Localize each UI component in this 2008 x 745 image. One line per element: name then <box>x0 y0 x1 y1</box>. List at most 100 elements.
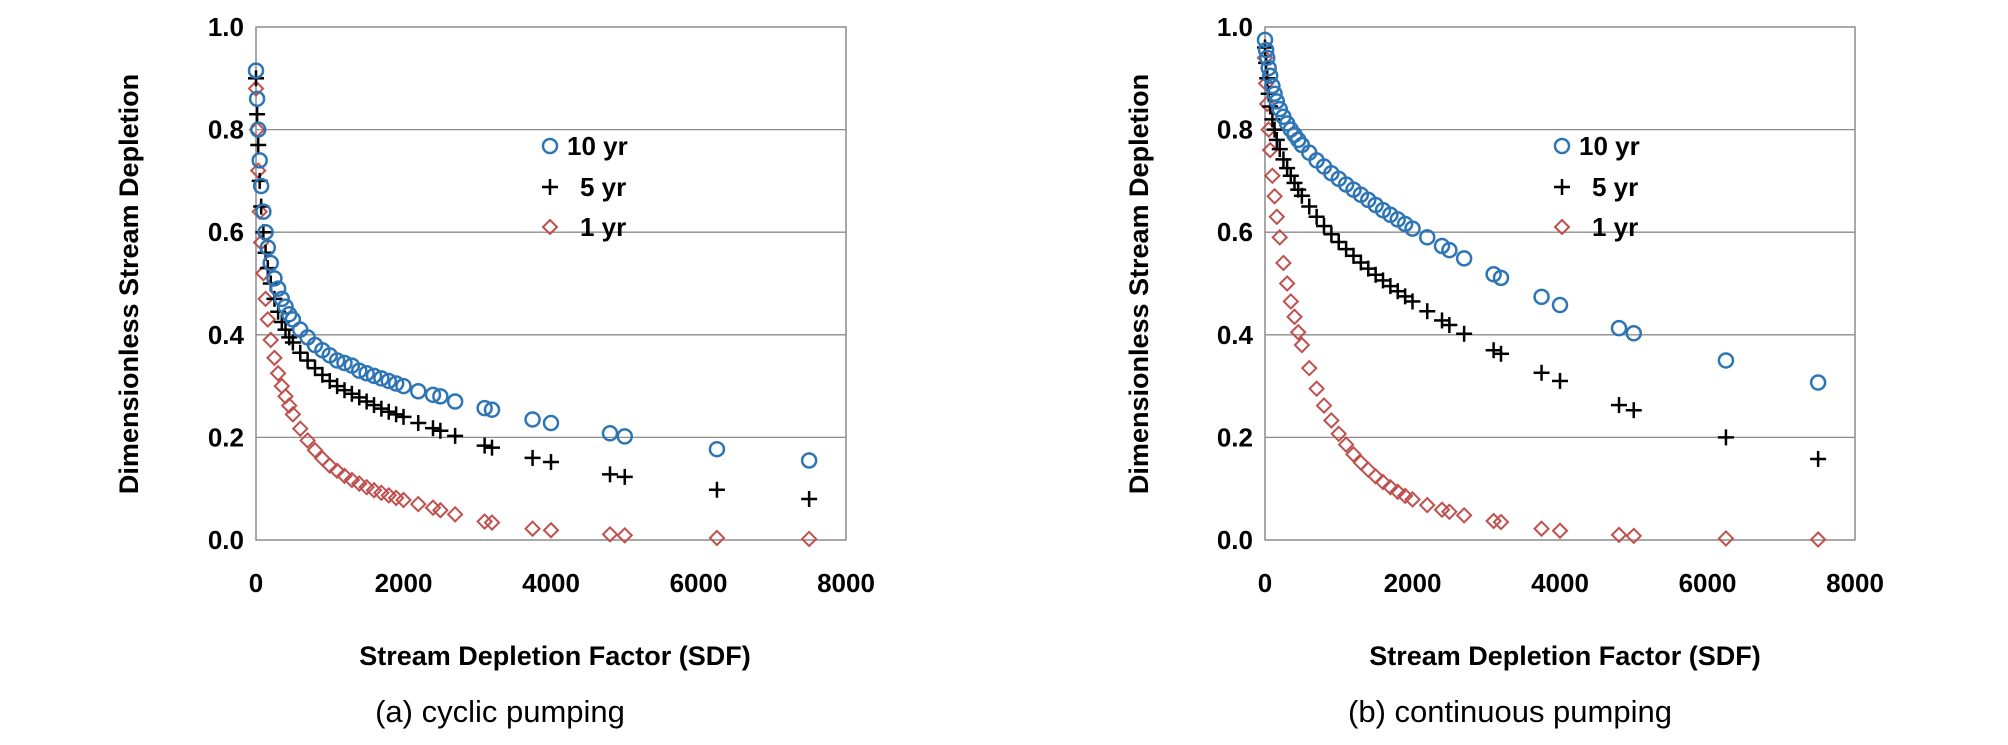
panel-a-point-5yr <box>250 136 267 153</box>
panel-a-point-5yr <box>299 352 316 369</box>
panel-a-point-1yr <box>343 471 361 489</box>
panel-b-point-1yr <box>1258 95 1276 113</box>
panel-a-point-1yr <box>542 521 560 539</box>
panel-b-y-tick-labels: 0.0 0.2 0.4 0.6 0.8 1.0 <box>1217 12 1254 555</box>
panel-b-point-5yr <box>1611 397 1627 414</box>
panel-b-gridlines <box>1265 128 1855 439</box>
panel-b-x-tick-label: 2000 <box>1384 568 1442 598</box>
panel-b-point-1yr <box>1381 478 1399 496</box>
panel-a-x-tick-label: 2000 <box>375 568 433 598</box>
panel-a-point-10yr <box>328 352 346 369</box>
panel-a-point-10yr <box>273 290 291 308</box>
panel-a-point-10yr <box>336 354 353 372</box>
panel-b-point-5yr <box>1308 208 1325 225</box>
panel-a-caption: (a) cyclic pumping <box>375 694 625 729</box>
panel-a-point-10yr <box>266 270 283 287</box>
panel-b-point-1yr <box>1367 467 1385 485</box>
panel-b-point-1yr <box>1289 323 1307 341</box>
panel-a-point-1yr <box>247 80 265 97</box>
panel-a-y-axis-title: Dimensionless Stream Depletion <box>114 74 144 494</box>
panel-b-point-1yr <box>1374 473 1392 491</box>
panel-b-point-1yr <box>1308 380 1326 398</box>
panel-b-point-10yr <box>1533 288 1550 306</box>
panel-b-point-1yr <box>1271 228 1289 246</box>
panel-b-caption: (b) continuous pumping <box>1348 694 1672 729</box>
panel-a-point-5yr <box>395 408 412 425</box>
panel-b-plot-area <box>1264 26 1856 541</box>
panel-a-point-1yr <box>321 457 339 475</box>
panel-b-point-10yr <box>1610 319 1628 337</box>
panel-a-point-10yr <box>269 280 287 297</box>
panel-a-point-1yr <box>524 520 541 538</box>
panel-a-point-1yr <box>409 495 427 513</box>
panel-b-point-10yr <box>1261 67 1279 84</box>
panel-b-point-1yr <box>1533 520 1550 538</box>
panel-a-x-tick-label: 8000 <box>817 568 875 598</box>
panel-a-legend-marker-5yr <box>542 179 558 195</box>
panel-b-y-tick-label: 0.2 <box>1217 422 1253 452</box>
panel-b-point-1yr <box>1418 496 1436 514</box>
panel-b-legend-label-1yr: 1 yr <box>1592 212 1638 242</box>
panel-b-point-1yr <box>1551 522 1569 540</box>
panel-b-point-5yr <box>1345 247 1362 264</box>
panel-b-point-5yr <box>1286 174 1303 191</box>
panel-b-point-10yr <box>1625 325 1642 342</box>
panel-a-point-10yr <box>410 382 427 400</box>
panel-b-point-5yr <box>1268 131 1285 148</box>
panel-b-point-5yr <box>1485 342 1502 359</box>
panel-b-point-5yr <box>1316 218 1332 235</box>
panel-a-point-5yr <box>380 403 397 420</box>
panel-b-data-points <box>1256 31 1827 548</box>
panel-a-point-1yr <box>269 364 287 382</box>
panel-a-y-tick-label: 0.0 <box>208 525 244 555</box>
panel-a-point-1yr <box>350 475 368 492</box>
panel-a-point-1yr <box>284 405 302 423</box>
panel-a-x-tick-labels: 0 2000 4000 6000 8000 <box>249 568 875 598</box>
panel-a-point-1yr <box>328 462 346 480</box>
panel-b-legend: 10 yr 5 yr 1 yr <box>1553 131 1640 242</box>
panel-a-y-tick-labels: 0.0 0.2 0.4 0.6 0.8 1.0 <box>208 12 245 555</box>
panel-b-point-10yr <box>1419 229 1436 246</box>
panel-b-y-tick-label: 0.4 <box>1217 320 1254 350</box>
panel-a-point-10yr <box>277 298 294 315</box>
panel-b-point-5yr <box>1533 364 1550 381</box>
panel-b-point-5yr <box>1271 141 1288 158</box>
panel-b-x-tick-label: 4000 <box>1531 568 1589 598</box>
panel-b-y-tick-label: 0.0 <box>1217 525 1253 555</box>
panel-b-point-5yr <box>1293 187 1310 204</box>
panel-a-point-1yr <box>708 529 726 547</box>
panel-a-point-5yr <box>524 449 541 466</box>
panel-a-point-5yr <box>708 481 725 498</box>
panel-a-point-1yr <box>601 525 619 543</box>
panel-b-point-10yr <box>1809 374 1827 391</box>
panel-b-point-5yr <box>1404 293 1421 310</box>
panel-b-point-10yr <box>1256 31 1274 49</box>
panel-b-point-1yr <box>1330 425 1348 443</box>
panel-b-point-1yr <box>1263 167 1281 185</box>
panel-b-point-1yr <box>1322 412 1340 429</box>
panel-a-legend-marker-1yr <box>541 218 559 236</box>
panel-a-point-1yr <box>280 397 298 415</box>
panel-a-x-tick-label: 6000 <box>670 568 728 598</box>
panel-a-point-10yr <box>800 452 818 469</box>
panel-a-point-5yr <box>307 360 323 377</box>
panel-b-point-5yr <box>1456 325 1473 342</box>
panel-a-point-1yr <box>259 310 277 328</box>
panel-b-point-1yr <box>1492 513 1510 531</box>
panel-a-point-10yr <box>542 414 560 432</box>
panel-b-point-5yr <box>1266 121 1283 138</box>
panel-b-point-1yr <box>1275 254 1292 272</box>
panel-a-y-tick-label: 0.6 <box>208 217 244 247</box>
panel-b-point-1yr <box>1315 397 1333 415</box>
panel-a-point-10yr <box>248 90 266 108</box>
panel-a-point-1yr <box>306 441 324 459</box>
panel-b-point-5yr <box>1717 429 1734 446</box>
panel-a-point-10yr <box>251 152 268 169</box>
panel-b-point-1yr <box>1396 487 1414 505</box>
panel-b-legend-label-10yr: 10 yr <box>1579 131 1640 161</box>
panel-a-point-10yr <box>387 375 405 392</box>
panel-a-point-10yr <box>524 411 541 428</box>
panel-b-point-1yr <box>1717 530 1735 547</box>
panel-a-legend: 10 yr 5 yr 1 yr <box>541 131 628 242</box>
